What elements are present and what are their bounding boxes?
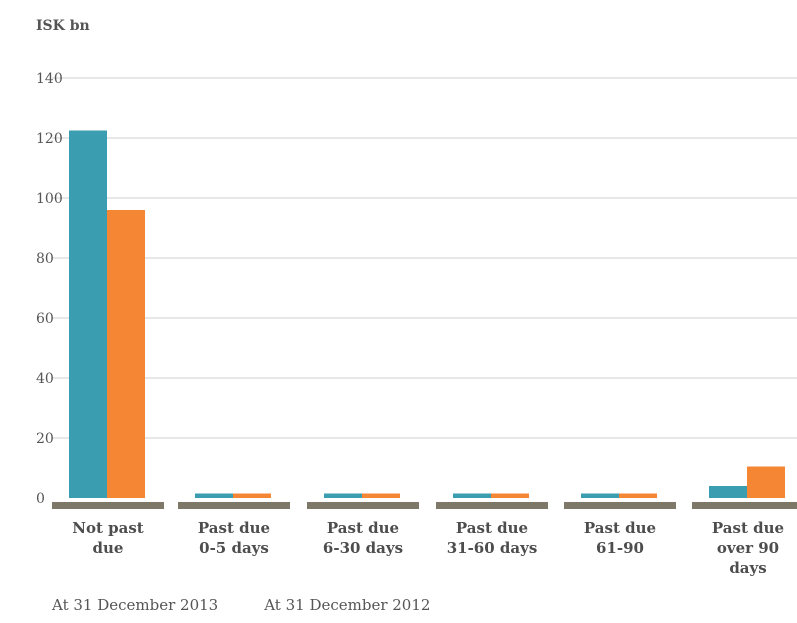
- bar-2-0: [324, 493, 362, 498]
- x-category-label: 31-60 days: [447, 539, 538, 557]
- y-tick-label: 60: [36, 311, 54, 327]
- category-base-band: [307, 502, 419, 509]
- y-tick-label: 20: [36, 431, 54, 447]
- x-category-label: 0-5 days: [199, 539, 269, 557]
- bar-5-0: [709, 486, 747, 498]
- x-category-label: Not past: [72, 519, 144, 537]
- x-category-label: Past due: [712, 519, 784, 537]
- x-category-label: due: [93, 539, 124, 557]
- bar-1-0: [195, 493, 233, 498]
- y-tick-label: 0: [36, 491, 45, 507]
- bar-1-1: [233, 493, 271, 498]
- bar-0-0: [69, 130, 107, 498]
- y-tick-label: 80: [36, 251, 54, 267]
- x-category-label: 6-30 days: [323, 539, 403, 557]
- x-category-label: Past due: [198, 519, 270, 537]
- y-tick-label: 140: [36, 71, 63, 87]
- bar-3-0: [453, 493, 491, 498]
- y-tick-label: 120: [36, 131, 63, 147]
- category-base-band: [692, 502, 797, 509]
- bar-3-1: [491, 493, 529, 498]
- x-category-label: Past due: [584, 519, 656, 537]
- y-axis-unit-label: ISK bn: [36, 18, 90, 34]
- bar-4-1: [619, 493, 657, 498]
- category-base-band: [564, 502, 676, 509]
- x-category-label: over 90: [717, 539, 779, 557]
- x-category-label: Past due: [327, 519, 399, 537]
- legend-item-2013: At 31 December 2013: [52, 596, 219, 614]
- category-base-band: [178, 502, 290, 509]
- bar-2-1: [362, 493, 400, 498]
- y-tick-label: 40: [36, 371, 54, 387]
- x-category-label: Past due: [456, 519, 528, 537]
- x-category-label: 61-90: [596, 539, 644, 557]
- x-category-label: days: [729, 559, 766, 577]
- y-tick-label: 100: [36, 191, 63, 207]
- bar-5-1: [747, 466, 785, 498]
- bar-0-1: [107, 210, 145, 498]
- legend-item-2012: At 31 December 2012: [264, 596, 431, 614]
- category-base-band: [436, 502, 548, 509]
- legend: At 31 December 2013 At 31 December 2012: [52, 596, 430, 614]
- category-base-band: [52, 502, 164, 509]
- bar-4-0: [581, 493, 619, 498]
